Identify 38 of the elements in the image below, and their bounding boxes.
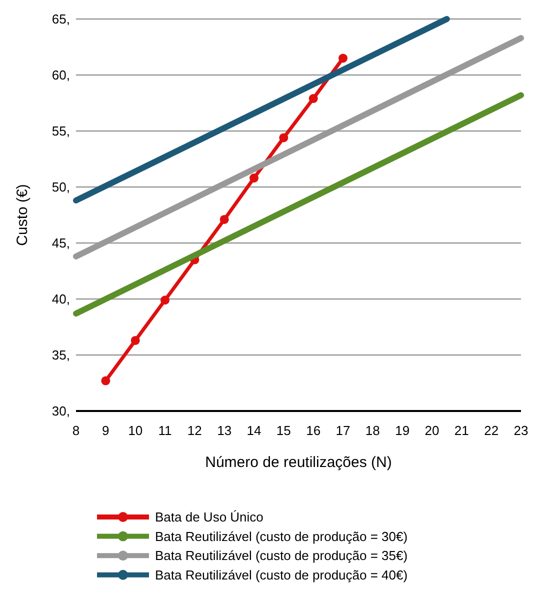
point — [279, 133, 288, 142]
point — [250, 174, 258, 183]
y-tick-label: 45, — [52, 236, 70, 250]
y-tick-label: 60, — [52, 68, 70, 82]
x-tick-label: 11 — [158, 423, 172, 438]
x-tick-label: 16 — [306, 423, 321, 438]
y-tick-label: 40, — [52, 292, 70, 306]
y-tick-label: 55, — [52, 124, 70, 138]
y-tick-label: 65, — [52, 12, 70, 26]
x-tick-label: 15 — [276, 423, 291, 438]
legend-label: Bata Reutilizável (custo de produção = 30€) — [155, 528, 408, 544]
x-axis-title: Número de reutilizações (N) — [205, 454, 392, 471]
point — [160, 296, 170, 305]
x-tick-label: 20 — [424, 423, 440, 438]
point — [220, 214, 229, 224]
x-tick-label: 17 — [336, 423, 350, 438]
y-tick-label: 30, — [52, 404, 70, 418]
point — [308, 94, 318, 104]
point — [338, 54, 348, 63]
y-tick-label: 35, — [52, 348, 70, 362]
x-tick-label: 10 — [128, 423, 143, 438]
x-tick-label: 12 — [187, 423, 202, 438]
x-tick-label: 19 — [395, 423, 410, 438]
y-axis-title: Custo (€) — [14, 184, 31, 246]
x-tick-label: 22 — [484, 423, 499, 438]
x-tick-label: 13 — [217, 423, 232, 438]
point — [130, 336, 140, 345]
x-tick-label: 23 — [514, 423, 528, 438]
x-tick-label: 9 — [102, 423, 110, 438]
legend-label: Bata Reutilizável (custo de produção = 40€) — [155, 567, 408, 582]
legend-label: Bata de Uso Único — [155, 510, 264, 524]
point — [101, 376, 110, 386]
x-tick-label: 18 — [365, 423, 380, 438]
y-tick-label: 50, — [52, 180, 70, 194]
legend-label: Bata Reutilizável (custo de produção = 35€) — [155, 548, 408, 564]
x-tick-label: 8 — [72, 423, 80, 438]
x-tick-label: 14 — [246, 423, 262, 438]
x-tick-label: 21 — [454, 423, 469, 438]
